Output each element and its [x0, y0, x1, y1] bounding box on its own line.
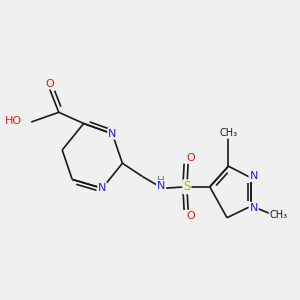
Text: O: O: [186, 211, 195, 221]
Text: CH₃: CH₃: [269, 210, 288, 220]
Text: H: H: [157, 176, 165, 186]
Text: O: O: [186, 153, 195, 163]
Text: N: N: [250, 171, 258, 181]
Text: N: N: [108, 129, 116, 139]
Text: S: S: [183, 180, 190, 193]
Text: CH₃: CH₃: [219, 128, 238, 138]
Text: N: N: [157, 181, 165, 191]
Text: N: N: [98, 183, 106, 193]
Text: HO: HO: [5, 116, 22, 126]
Text: N: N: [250, 203, 258, 213]
Text: O: O: [45, 79, 54, 89]
